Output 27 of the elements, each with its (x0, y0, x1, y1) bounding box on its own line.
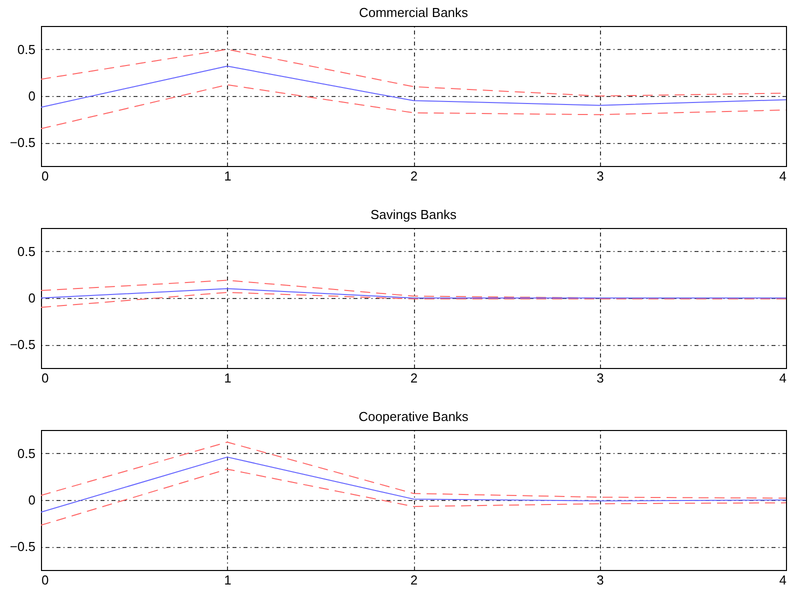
x-tick-label: 0 (42, 572, 49, 588)
x-tick-label: 1 (224, 572, 232, 588)
x-tick-label: 3 (596, 370, 604, 386)
x-tick-label: 4 (779, 572, 786, 588)
y-tick-label: −0.5 (10, 337, 36, 352)
x-tick-label: 3 (596, 168, 604, 184)
chart-title: Savings Banks (370, 207, 457, 222)
y-tick-label: −0.5 (10, 135, 36, 150)
y-tick-label: 0 (28, 290, 36, 306)
x-tick-label: 0 (42, 168, 49, 184)
x-tick-label: 2 (410, 370, 418, 386)
chart-title: Cooperative Banks (358, 409, 469, 424)
y-tick-label: 0 (28, 88, 36, 104)
x-tick-label: 1 (224, 370, 232, 386)
y-tick-label: 0.5 (17, 42, 36, 57)
y-tick-label: 0.5 (17, 244, 36, 259)
x-tick-label: 4 (779, 370, 786, 386)
y-tick-label: −0.5 (10, 539, 36, 554)
x-tick-label: 2 (410, 572, 418, 588)
x-tick-label: 4 (779, 168, 786, 184)
y-tick-label: 0 (28, 492, 36, 508)
chart-title: Commercial Banks (358, 5, 469, 20)
x-tick-label: 3 (596, 572, 604, 588)
y-tick-label: 0.5 (17, 446, 36, 461)
x-tick-label: 1 (224, 168, 232, 184)
x-tick-label: 2 (410, 168, 418, 184)
x-tick-label: 0 (42, 370, 49, 386)
